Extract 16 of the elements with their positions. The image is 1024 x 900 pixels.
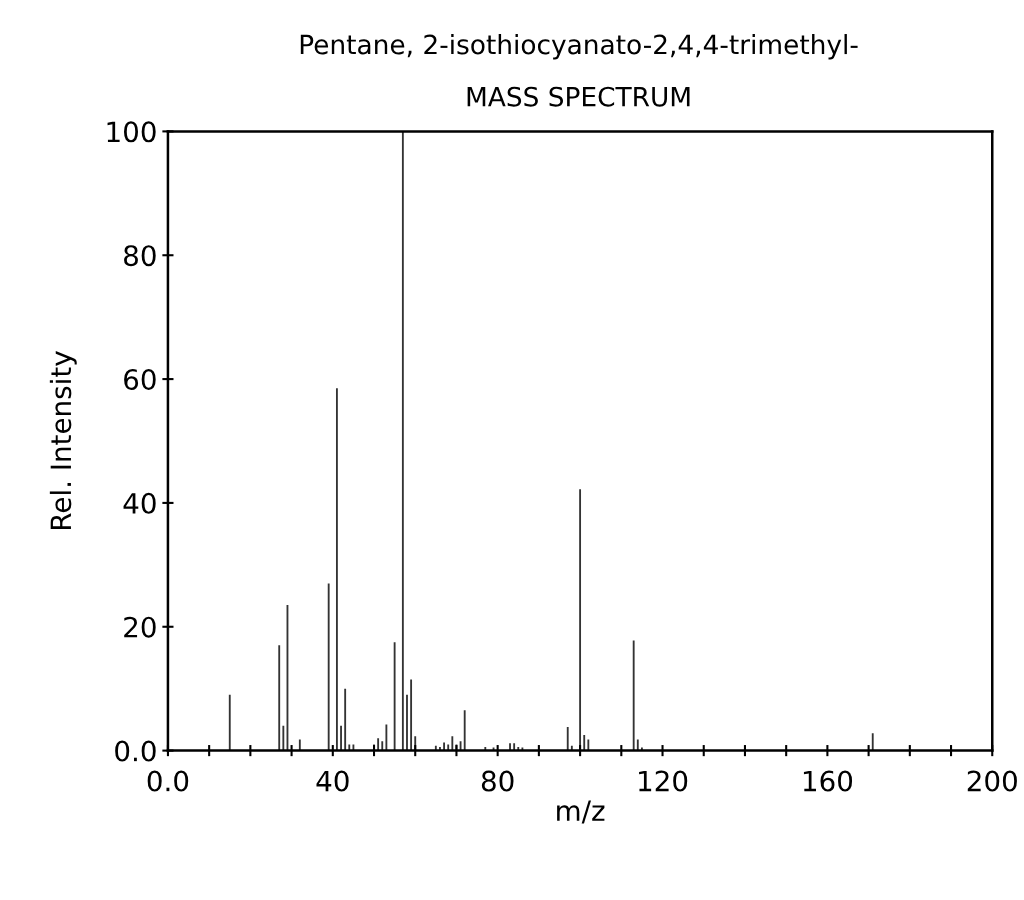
- chart-title: Pentane, 2-isothiocyanato-2,4,4-trimethyl-: [300, 34, 858, 60]
- y-axis-title: Rel. Intensity: [49, 351, 77, 529]
- y-tick-label: 40: [123, 492, 156, 514]
- y-tick-label: 100: [107, 121, 156, 143]
- y-tick-label: 20: [124, 616, 156, 638]
- y-tick-label: 60: [124, 369, 156, 391]
- y-tick-label: 0.0: [115, 740, 156, 762]
- x-tick-label: 80: [481, 770, 514, 792]
- x-tick-label: 120: [639, 770, 688, 792]
- x-tick-label: 40: [316, 770, 349, 792]
- y-tick-label: 80: [124, 245, 156, 267]
- x-tick-label: 0.0: [147, 770, 189, 792]
- x-tick-label: 160: [803, 770, 853, 792]
- chart-subtitle: MASS SPECTRUM: [467, 86, 690, 107]
- x-axis-title: m/z: [557, 800, 605, 824]
- x-tick-label: 200: [967, 770, 1017, 792]
